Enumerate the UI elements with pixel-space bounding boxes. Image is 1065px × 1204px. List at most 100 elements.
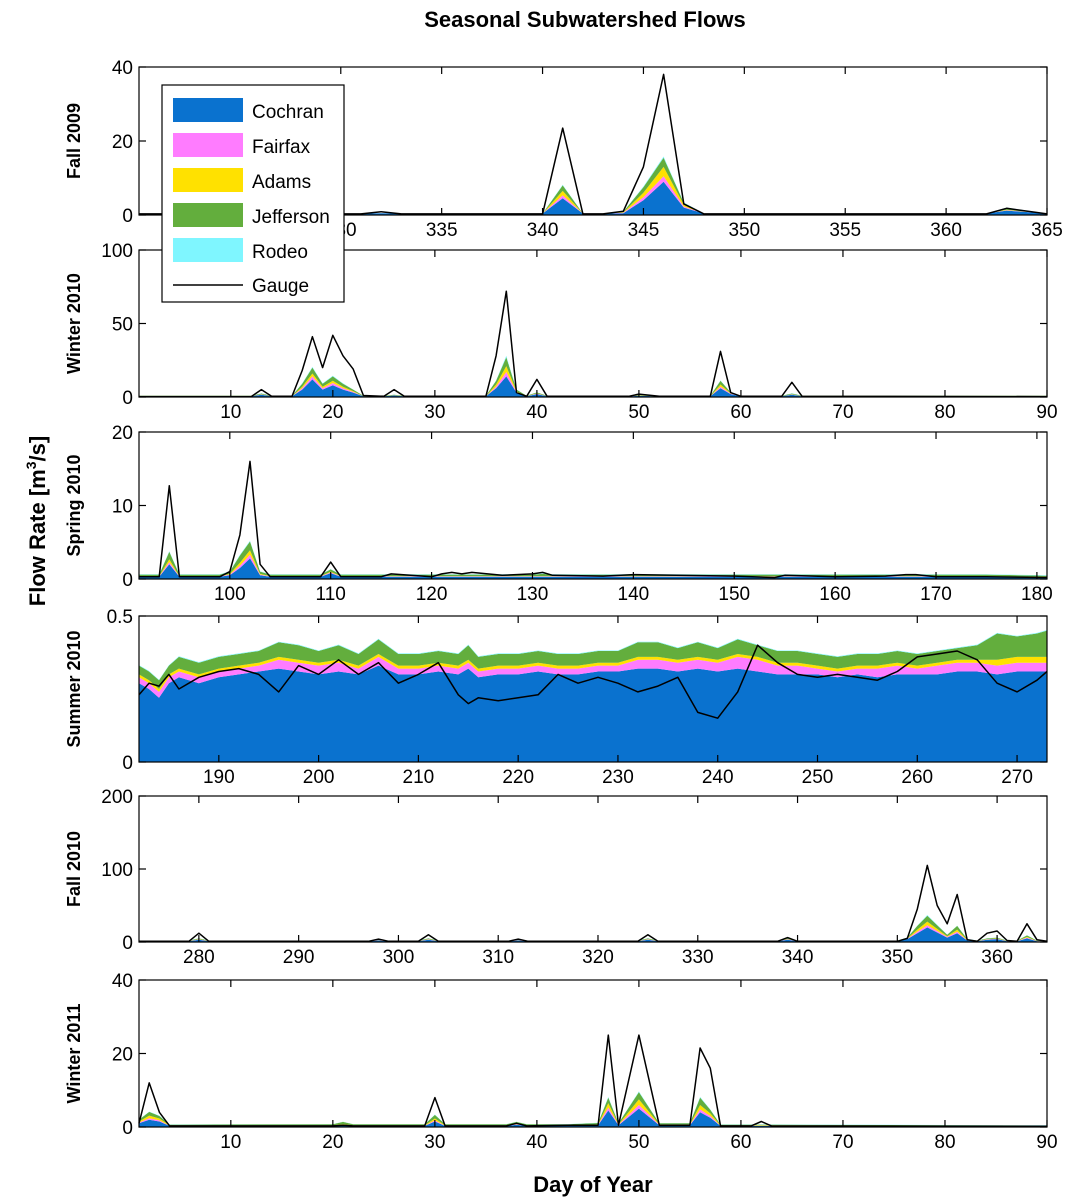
y-tick-label-1-2: 100 (101, 241, 133, 262)
area-fairfax-1 (139, 372, 1047, 397)
x-tick-label-3-0: 190 (203, 767, 235, 788)
x-tick-label-5-1: 20 (322, 1132, 343, 1153)
y-axis-label-main: Flow Rate [m (25, 469, 50, 606)
x-tick-label-3-3: 220 (502, 767, 534, 788)
y-tick-label-5-2: 40 (112, 971, 133, 992)
x-tick-label-2-1: 110 (316, 584, 346, 605)
area-jefferson-1 (139, 357, 1047, 397)
panel-5: 10 20 30 40 50 60 70 80 90 0 20 40 Winter 2011 (64, 971, 1058, 1153)
panel-label-0: Fall 2009 (64, 103, 84, 179)
panel-1: 10 20 30 40 50 60 70 80 90 0 50 100 Winter 2010 (64, 241, 1058, 423)
x-tick-label-4-7: 350 (881, 947, 913, 968)
area-adams-2 (139, 550, 1047, 578)
x-tick-label-4-4: 320 (582, 947, 614, 968)
x-tick-label-4-6: 340 (782, 947, 814, 968)
x-tick-label-3-7: 260 (901, 767, 933, 788)
x-tick-label-3-1: 200 (303, 767, 335, 788)
panel-label-2: Spring 2010 (64, 454, 84, 556)
x-tick-label-1-1: 20 (322, 402, 343, 423)
x-tick-label-3-2: 210 (403, 767, 435, 788)
x-tick-label-0-1: 335 (426, 220, 458, 241)
legend-label-jefferson: Jefferson (252, 207, 330, 228)
area-cochran-3 (139, 665, 1047, 762)
panel-2: 100 110 120 130 140 150 160 170 180 0 10 20 Spring 2… (64, 423, 1053, 605)
legend-label-cochran: Cochran (252, 102, 324, 123)
x-tick-label-4-5: 330 (682, 947, 714, 968)
y-tick-label-2-1: 10 (112, 497, 133, 518)
x-tick-label-2-7: 170 (920, 584, 952, 605)
x-tick-label-1-2: 30 (424, 402, 445, 423)
x-tick-label-2-0: 100 (214, 584, 246, 605)
area-rodeo-5 (139, 1091, 1047, 1126)
area-cochran-4 (139, 927, 1047, 942)
x-tick-label-0-5: 355 (829, 220, 861, 241)
x-tick-label-4-2: 300 (383, 947, 415, 968)
y-tick-label-2-0: 0 (122, 570, 133, 591)
y-tick-label-1-1: 50 (112, 315, 133, 336)
gauge-line-5 (138, 1034, 1048, 1128)
panel-3: 190 200 210 220 230 240 250 260 270 0 0.5 Summer 20… (64, 607, 1048, 788)
x-tick-label-5-2: 30 (424, 1132, 445, 1153)
y-tick-label-4-0: 0 (122, 933, 133, 954)
area-rodeo-2 (139, 540, 1047, 576)
x-tick-label-0-7: 365 (1031, 220, 1063, 241)
x-tick-label-5-8: 90 (1036, 1132, 1057, 1153)
x-tick-label-3-4: 230 (602, 767, 634, 788)
x-tick-label-1-6: 70 (832, 402, 853, 423)
x-tick-label-4-1: 290 (283, 947, 315, 968)
y-tick-label-3-0: 0 (122, 753, 133, 774)
x-tick-label-1-3: 40 (526, 402, 547, 423)
area-cochran-1 (139, 376, 1047, 397)
legend-label-adams: Adams (252, 172, 311, 193)
panel-label-1: Winter 2010 (64, 273, 84, 374)
area-rodeo-1 (139, 355, 1047, 396)
y-tick-label-5-0: 0 (122, 1118, 133, 1139)
area-jefferson-5 (139, 1092, 1047, 1126)
x-tick-label-2-4: 140 (618, 584, 650, 605)
axes-box-5 (138, 979, 1048, 1128)
area-jefferson-2 (139, 541, 1047, 577)
x-tick-label-2-8: 180 (1021, 584, 1053, 605)
y-tick-label-4-2: 200 (101, 787, 133, 808)
x-tick-label-0-3: 345 (628, 220, 660, 241)
x-tick-label-4-8: 360 (981, 947, 1013, 968)
y-tick-label-5-1: 20 (112, 1045, 133, 1066)
x-tick-label-1-8: 90 (1036, 402, 1057, 423)
x-tick-label-5-5: 60 (730, 1132, 751, 1153)
gauge-line-1 (139, 290, 1048, 398)
area-jefferson-3 (139, 630, 1047, 689)
panel-4: 280 290 300 310 320 330 340 350 360 0 100 200 Fall 2… (64, 787, 1048, 968)
x-tick-label-4-3: 310 (482, 947, 514, 968)
chart-title: Seasonal Subwatershed Flows (424, 7, 746, 32)
axes-box-2 (138, 431, 1048, 580)
legend-swatch-jefferson (173, 203, 243, 227)
y-tick-label-0-2: 40 (112, 58, 133, 79)
legend-swatch-cochran (173, 98, 243, 122)
y-tick-label-2-2: 20 (112, 423, 133, 444)
x-tick-label-2-3: 130 (517, 584, 549, 605)
y-tick-label-0-1: 20 (112, 132, 133, 153)
x-tick-label-5-4: 50 (628, 1132, 649, 1153)
panel-label-3: Summer 2010 (64, 630, 84, 747)
x-tick-label-2-6: 160 (819, 584, 851, 605)
x-tick-label-2-2: 120 (416, 584, 448, 605)
legend: Cochran Fairfax Adams Jefferson Rodeo Ga… (161, 84, 345, 303)
y-tick-label-3-1: 0.5 (107, 607, 133, 628)
y-tick-label-1-0: 0 (122, 388, 133, 409)
panel-label-5: Winter 2011 (64, 1004, 84, 1104)
x-axis-label: Day of Year (533, 1172, 653, 1197)
area-adams-5 (139, 1099, 1047, 1127)
x-tick-label-0-2: 340 (527, 220, 559, 241)
y-axis-label-tail: /s] (25, 436, 50, 462)
gauge-line-3 (138, 644, 1048, 719)
y-axis-label-superscript: 3 (23, 461, 39, 469)
area-fairfax-3 (139, 656, 1047, 698)
x-tick-label-3-5: 240 (702, 767, 734, 788)
legend-swatch-adams (173, 168, 243, 192)
x-tick-label-1-7: 80 (934, 402, 955, 423)
y-tick-label-4-1: 100 (101, 860, 133, 881)
x-tick-label-2-5: 150 (718, 584, 750, 605)
x-tick-label-5-7: 80 (934, 1132, 955, 1153)
area-adams-3 (139, 654, 1047, 692)
